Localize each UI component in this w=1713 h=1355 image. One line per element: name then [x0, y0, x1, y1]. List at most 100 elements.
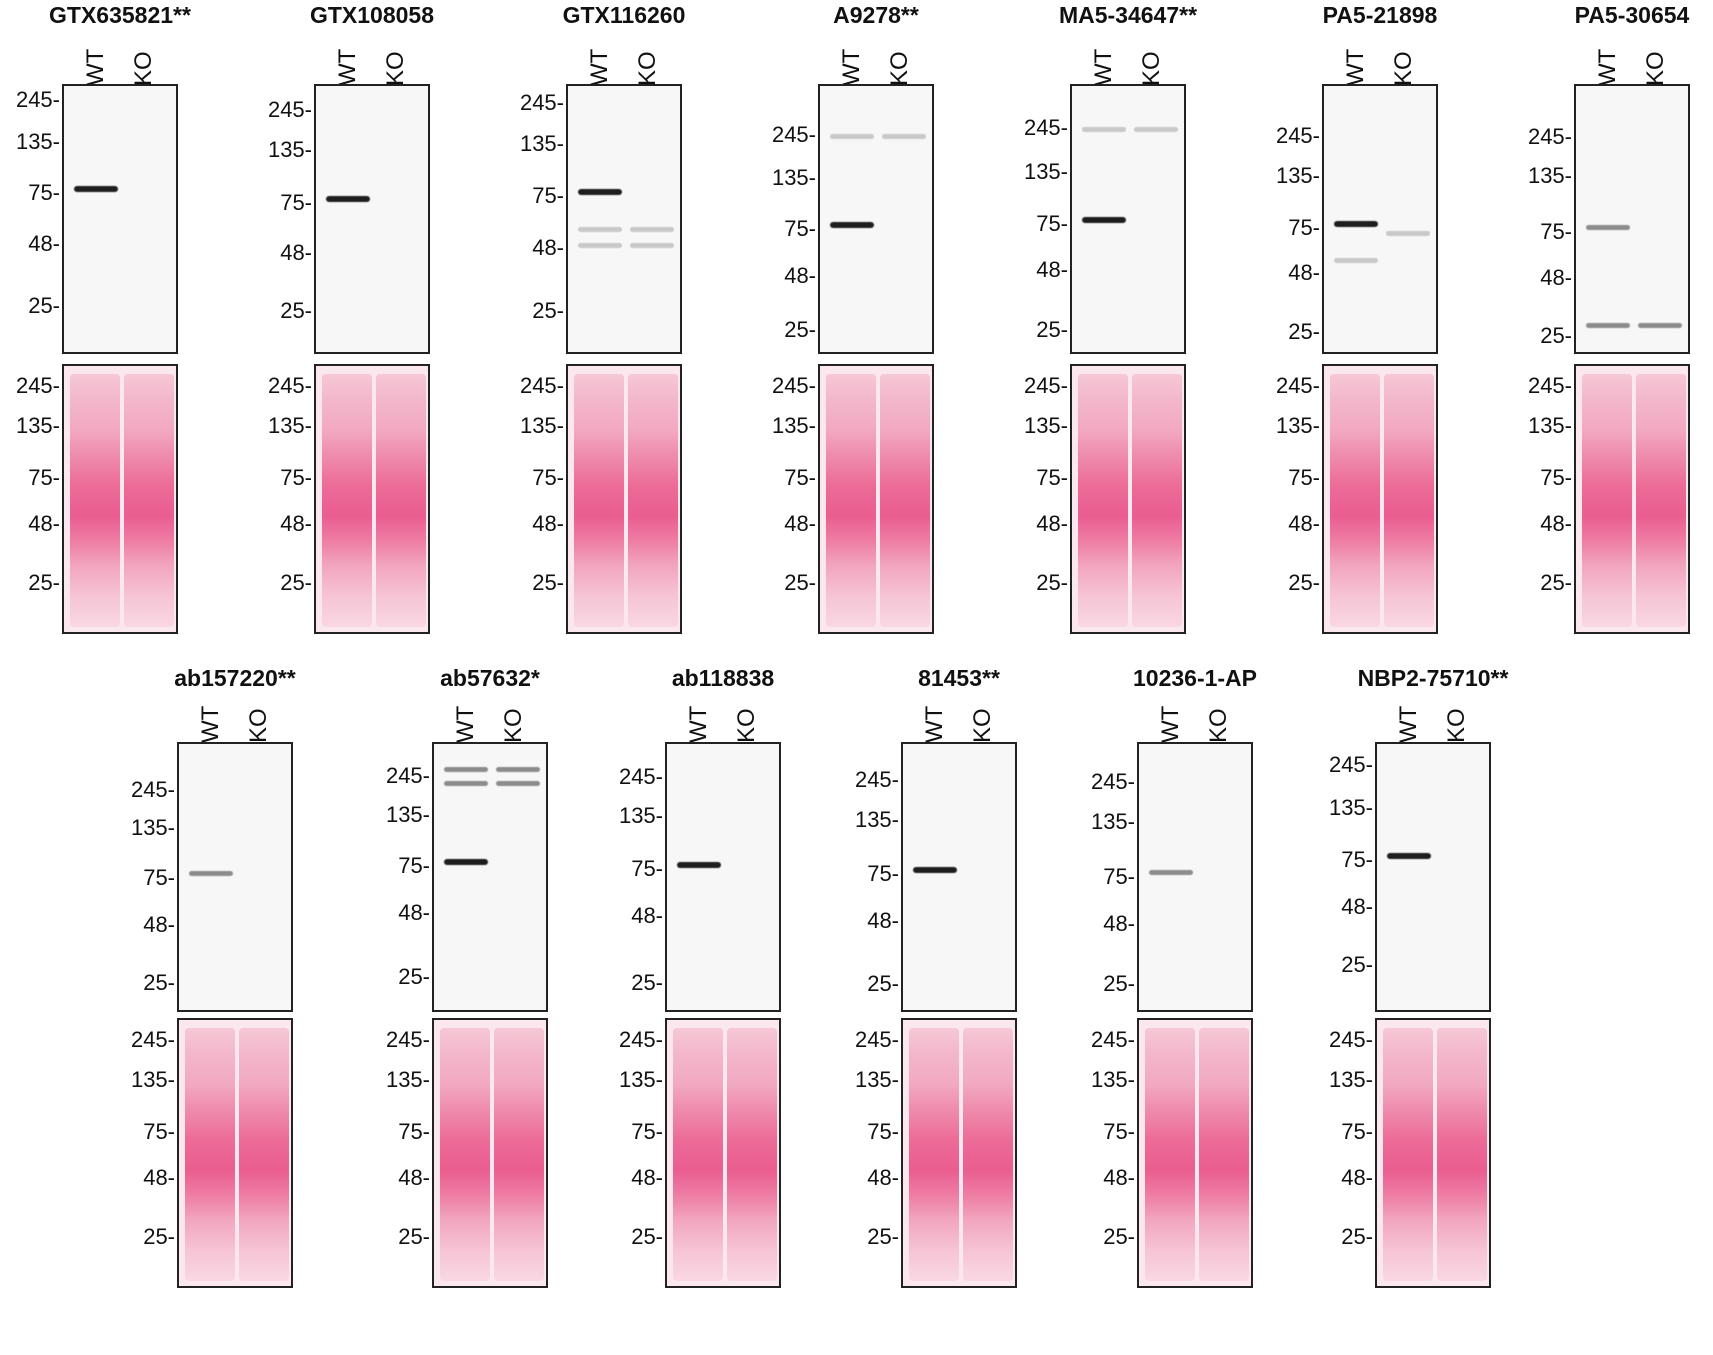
lane-label-wt: WT — [452, 705, 479, 743]
protein-band — [1134, 127, 1178, 132]
protein-band — [189, 871, 233, 876]
lane-label-ko: KO — [1390, 51, 1417, 86]
blot-panel: PA5-21898 WT KO 245- 135- 75- 48- 25- 245- 135- 75… — [1260, 0, 1460, 700]
mw-marker: 245- — [15, 372, 60, 398]
ponceau-lane-wt — [1145, 1027, 1195, 1281]
ponceau-lane-ko — [628, 373, 678, 627]
ponceau-stain-image — [818, 364, 934, 634]
mw-marker: 75- — [631, 856, 663, 881]
mw-marker: 48- — [280, 510, 312, 536]
mw-marker: 25- — [532, 569, 564, 595]
mw-marker: 48- — [398, 1164, 430, 1190]
mw-marker: 75- — [1540, 464, 1572, 490]
mw-marker: 245- — [854, 767, 899, 792]
ponceau-lane-wt — [185, 1027, 235, 1281]
mw-marker: 75- — [1341, 1118, 1373, 1144]
mw-marker: 25- — [532, 298, 564, 323]
ponceau-lane-ko — [1132, 373, 1182, 627]
ponceau-stain-image — [177, 1018, 293, 1288]
ponceau-stain-image — [1574, 364, 1690, 634]
protein-band — [677, 862, 721, 868]
lane-label-ko: KO — [130, 51, 157, 86]
antibody-title: 81453** — [918, 665, 1000, 691]
mw-marker: 245- — [1275, 123, 1320, 148]
blot-panel: A9278** WT KO 245- 135- 75- 48- 25- 245- 135- 75- 4… — [756, 0, 956, 700]
mw-marker: 245- — [1023, 372, 1068, 398]
antibody-title: MA5-34647** — [1058, 2, 1198, 28]
protein-band — [74, 186, 118, 192]
mw-marker: 25- — [1341, 952, 1373, 977]
lane-label-wt: WT — [586, 48, 613, 86]
mw-marker: 135- — [519, 413, 564, 439]
mw-marker: 75- — [280, 464, 312, 490]
protein-band — [882, 134, 926, 139]
protein-band — [1386, 231, 1430, 236]
mw-marker: 135- — [385, 802, 430, 827]
ponceau-lane-wt — [322, 373, 372, 627]
lane-label-ko: KO — [1443, 708, 1470, 743]
ponceau-stain-image — [1137, 1018, 1253, 1288]
mw-marker: 135- — [1023, 159, 1068, 184]
ponceau-lane-ko — [963, 1027, 1013, 1281]
lane-label-ko: KO — [634, 51, 661, 86]
blot-panel: PA5-30654 WT KO 245- 135- 75- 48- 25- 245- 135- 75… — [1512, 0, 1712, 700]
mw-marker: 75- — [28, 180, 60, 205]
mw-marker: 25- — [1288, 319, 1320, 344]
protein-band — [496, 781, 540, 786]
mw-marker: 135- — [854, 1067, 899, 1093]
mw-marker: 48- — [784, 263, 816, 288]
protein-band — [326, 196, 370, 202]
protein-band — [1638, 323, 1682, 328]
ponceau-stain-image — [314, 364, 430, 634]
mw-marker: 48- — [143, 912, 175, 937]
lane-label-wt: WT — [82, 48, 109, 86]
antibody-title: GTX635821** — [49, 2, 191, 28]
lane-label-wt: WT — [1090, 48, 1117, 86]
lane-label-ko: KO — [382, 51, 409, 86]
blot-panel: GTX108058 WT KO 245- 135- 75- 48- 25- 245- 135- 75… — [252, 0, 452, 700]
mw-marker: 48- — [532, 235, 564, 260]
blot-panel: MA5-34647** WT KO 245- 135- 75- 48- 25- 245- 135-… — [1008, 0, 1208, 700]
protein-band — [1334, 221, 1378, 227]
mw-marker: 75- — [532, 183, 564, 208]
mw-marker: 245- — [771, 122, 816, 147]
western-blot-image — [665, 742, 781, 1012]
mw-marker: 25- — [1036, 569, 1068, 595]
mw-marker: 135- — [1328, 795, 1373, 820]
mw-marker: 75- — [1288, 464, 1320, 490]
mw-marker: 75- — [631, 1118, 663, 1144]
mw-marker: 245- — [1090, 769, 1135, 794]
protein-band — [1149, 870, 1193, 875]
western-blot-image — [62, 84, 178, 354]
mw-marker: 75- — [28, 464, 60, 490]
antibody-title: 10236-1-AP — [1132, 665, 1258, 691]
antibody-title: GTX116260 — [562, 2, 686, 28]
mw-marker: 25- — [280, 569, 312, 595]
mw-marker: 48- — [631, 1164, 663, 1190]
mw-marker: 25- — [280, 298, 312, 323]
mw-marker: 135- — [1090, 1067, 1135, 1093]
western-blot-image — [1137, 742, 1253, 1012]
mw-marker: 75- — [867, 1118, 899, 1144]
mw-marker: 25- — [867, 971, 899, 996]
mw-marker: 75- — [398, 853, 430, 878]
mw-marker: 135- — [385, 1067, 430, 1093]
ponceau-stain-image — [566, 364, 682, 634]
ponceau-lane-ko — [1437, 1027, 1487, 1281]
mw-marker: 75- — [143, 865, 175, 890]
mw-marker: 135- — [15, 129, 60, 154]
mw-marker: 135- — [618, 803, 663, 828]
mw-marker: 25- — [398, 964, 430, 989]
mw-marker: 25- — [1540, 323, 1572, 348]
antibody-title: NBP2-75710** — [1357, 665, 1509, 691]
mw-marker: 245- — [267, 372, 312, 398]
protein-band — [1586, 323, 1630, 328]
protein-band — [1082, 127, 1126, 132]
mw-marker: 135- — [854, 807, 899, 832]
western-blot-image — [1574, 84, 1690, 354]
mw-marker: 48- — [143, 1164, 175, 1190]
mw-marker: 48- — [1288, 510, 1320, 536]
mw-marker: 75- — [1341, 847, 1373, 872]
ponceau-lane-ko — [376, 373, 426, 627]
mw-marker: 245- — [1023, 115, 1068, 140]
